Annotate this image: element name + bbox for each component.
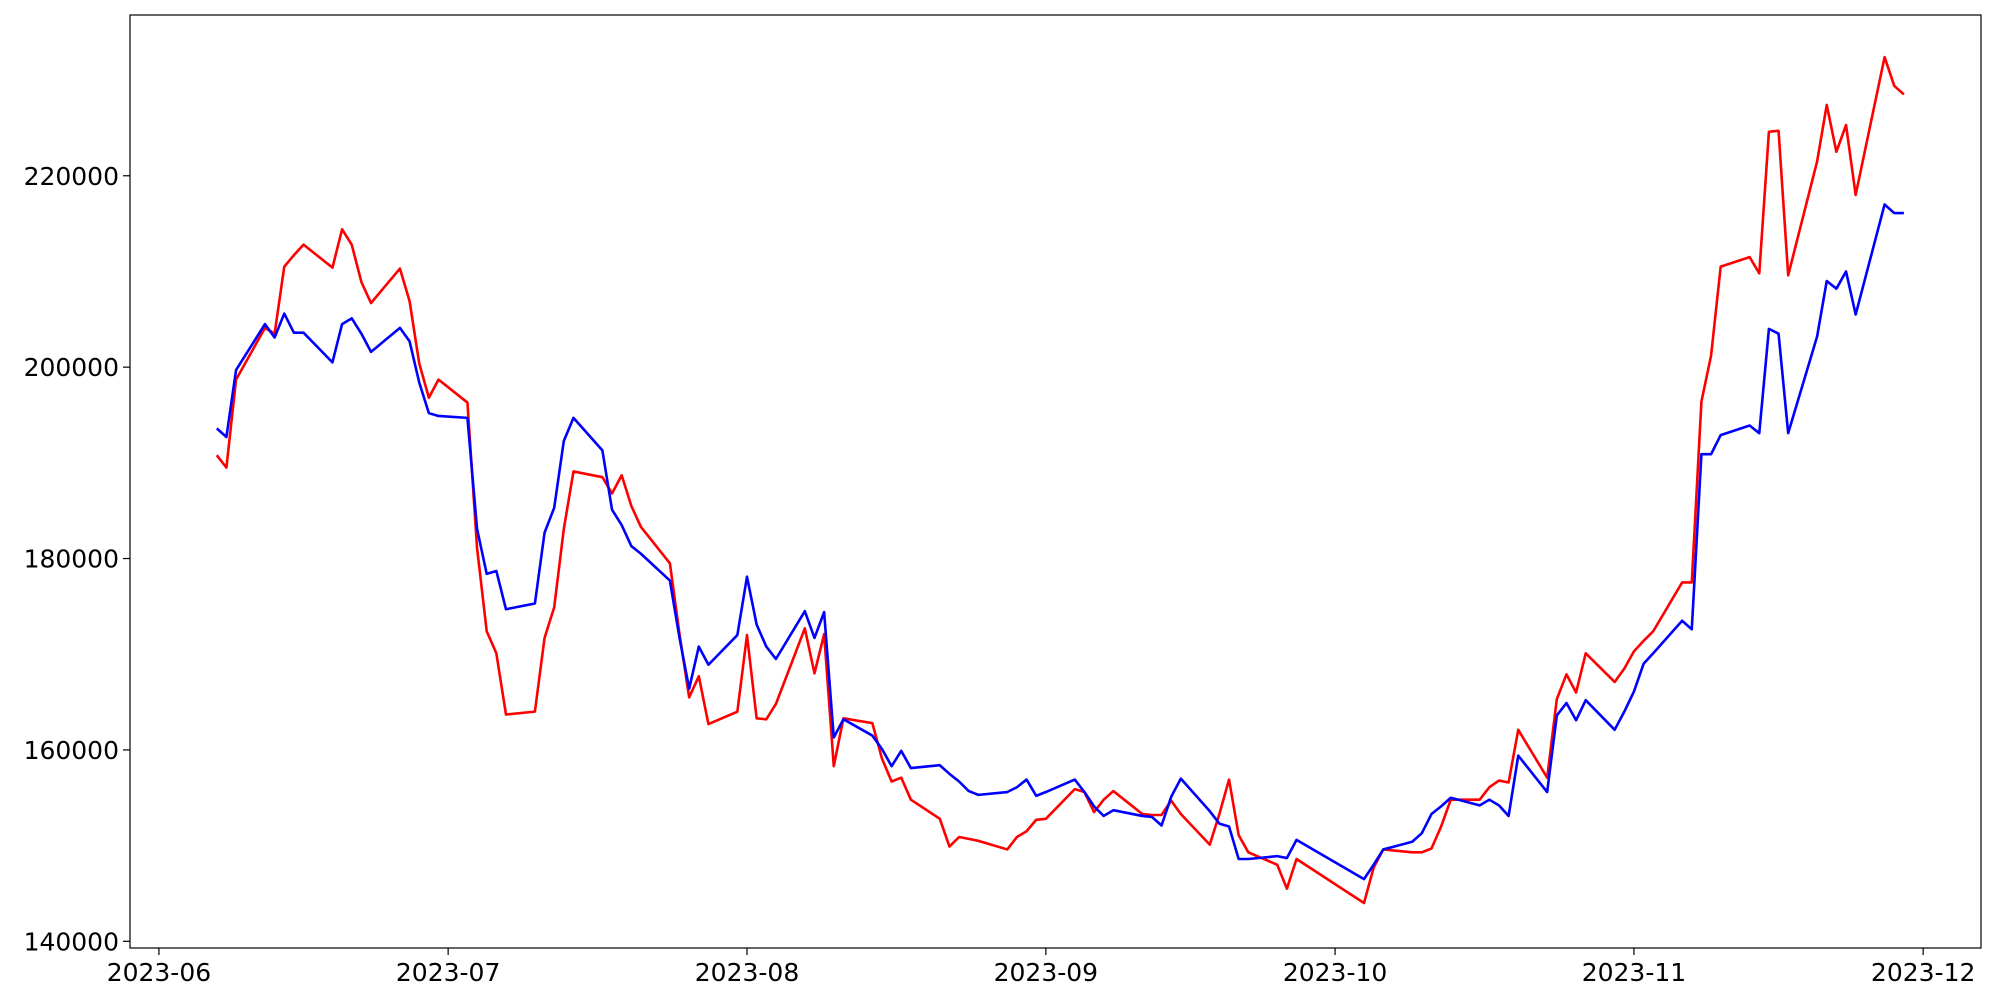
x-tick-label: 2023-09 <box>994 958 1098 987</box>
x-tick-label: 2023-11 <box>1582 958 1686 987</box>
x-tick-label: 2023-10 <box>1283 958 1387 987</box>
y-tick-label: 140000 <box>24 927 119 956</box>
x-tick-label: 2023-06 <box>107 958 211 987</box>
plot-frame <box>129 14 1982 949</box>
x-tick-label: 2023-08 <box>695 958 799 987</box>
y-tick-label: 220000 <box>24 162 119 191</box>
y-tick-label: 180000 <box>24 545 119 574</box>
x-tick-label: 2023-07 <box>396 958 500 987</box>
y-tick-label: 160000 <box>24 736 119 765</box>
series-line <box>215 55 1905 905</box>
series-line <box>215 203 1904 881</box>
y-tick-label: 200000 <box>24 353 119 382</box>
x-tick-label: 2023-12 <box>1871 958 1975 987</box>
